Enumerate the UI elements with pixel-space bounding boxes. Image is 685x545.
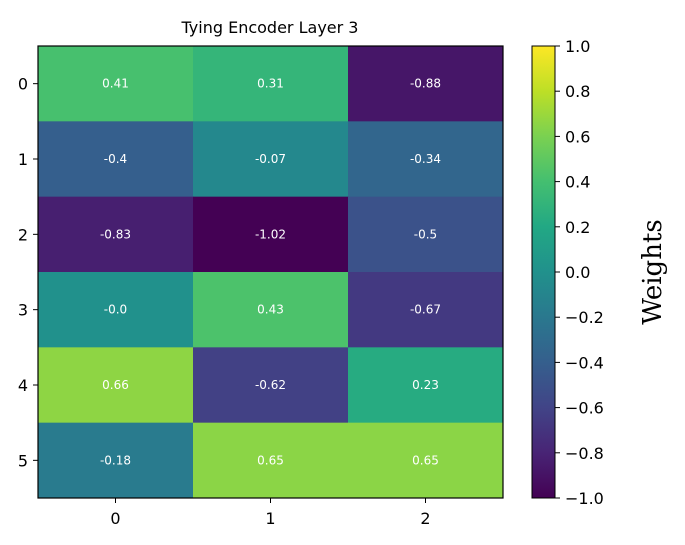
cell-value-label: -0.07	[255, 152, 286, 166]
colorbar-tick-label: −0.6	[565, 399, 604, 418]
x-tick-label: 0	[110, 509, 120, 528]
y-tick-label: 2	[18, 225, 28, 244]
x-tick-label: 1	[265, 509, 275, 528]
cell-value-label: -0.83	[100, 227, 131, 241]
cell-value-label: 0.41	[102, 77, 129, 91]
cell-value-label: -0.5	[414, 227, 437, 241]
cell-value-label: -0.67	[410, 303, 441, 317]
colorbar-tick-label: −0.4	[565, 353, 604, 372]
heatmap-cell	[193, 422, 349, 499]
cell-value-label: -0.4	[104, 152, 127, 166]
colorbar-tick-label: −1.0	[565, 489, 604, 508]
colorbar-tick-label: 1.0	[565, 37, 590, 56]
cell-value-label: 0.65	[412, 453, 439, 467]
colorbar-label: Weights	[638, 219, 668, 325]
heatmap-cell	[38, 347, 194, 424]
heatmap-cell	[38, 196, 194, 273]
cell-value-label: 0.65	[257, 453, 284, 467]
heatmap-cell	[193, 46, 349, 122]
cell-value-label: 0.31	[257, 77, 284, 91]
y-tick-label: 1	[18, 150, 28, 169]
heatmap-cell	[348, 196, 504, 273]
x-axis: 0 1 2	[110, 498, 431, 528]
heatmap-cells	[38, 46, 504, 499]
colorbar-tick-label: 0.6	[565, 127, 590, 146]
heatmap-cell	[38, 121, 194, 198]
chart-title: Tying Encoder Layer 3	[181, 18, 359, 37]
heatmap-cell-labels: 0.41 0.31 -0.88 -0.4 -0.07 -0.34 -0.83 -1.02 -0.…	[100, 77, 441, 468]
cell-value-label: -0.34	[410, 152, 441, 166]
heatmap-cell	[348, 422, 504, 499]
colorbar-tick-label: −0.8	[565, 444, 604, 463]
cell-value-label: -0.62	[255, 378, 286, 392]
colorbar-ticks: 1.0 0.8 0.6 0.4 0.2 0.0 −0.2 −0.4 −0.6 −0.8 −1.0	[555, 37, 604, 508]
cell-value-label: -0.0	[104, 303, 127, 317]
heatmap-cell	[348, 46, 504, 122]
heatmap-cell	[38, 272, 194, 348]
heatmap-cell	[193, 347, 349, 424]
cell-value-label: 0.23	[412, 378, 439, 392]
y-axis: 0 1 2 3 4 5	[18, 75, 38, 470]
cell-value-label: -0.88	[410, 77, 441, 91]
heatmap-cell	[193, 196, 349, 273]
y-tick-label: 0	[18, 75, 28, 94]
colorbar-tick-label: −0.2	[565, 308, 604, 327]
y-tick-label: 5	[18, 451, 28, 470]
colorbar-tick-label: 0.4	[565, 173, 590, 192]
colorbar	[531, 45, 556, 499]
y-tick-label: 3	[18, 301, 28, 320]
heatmap-cell	[38, 422, 194, 499]
heatmap-cell	[193, 121, 349, 198]
heatmap-cell	[348, 121, 504, 198]
heatmap-cell	[38, 46, 194, 122]
colorbar-tick-label: 0.8	[565, 82, 590, 101]
x-tick-label: 2	[420, 509, 430, 528]
heatmap-cell	[348, 272, 504, 348]
cell-value-label: 0.43	[257, 303, 284, 317]
colorbar-tick-label: 0.0	[565, 263, 590, 282]
colorbar-tick-label: 0.2	[565, 218, 590, 237]
cell-value-label: -1.02	[255, 227, 286, 241]
cell-value-label: 0.66	[102, 378, 129, 392]
heatmap-cell	[348, 347, 504, 424]
y-tick-label: 4	[18, 376, 28, 395]
heatmap-cell	[193, 272, 349, 348]
cell-value-label: -0.18	[100, 453, 131, 467]
